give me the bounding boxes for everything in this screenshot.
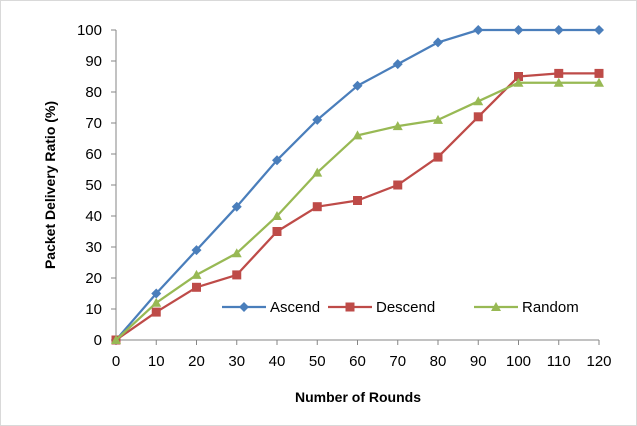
data-point-random <box>513 77 524 87</box>
data-point-ascend <box>513 25 524 35</box>
x-tick-label: 70 <box>389 353 406 370</box>
x-tick-label: 50 <box>309 353 326 370</box>
x-tick-label: 100 <box>506 353 531 370</box>
data-point-descend <box>473 112 483 122</box>
data-point-ascend <box>433 37 443 48</box>
data-point-random <box>553 77 564 87</box>
legend-label-random: Random <box>522 299 579 316</box>
data-point-ascend <box>272 155 282 166</box>
y-axis-title: Packet Delivery Ratio (%) <box>42 101 58 269</box>
data-point-descend <box>272 227 282 236</box>
x-tick-label: 90 <box>470 353 487 370</box>
y-tick-label: 100 <box>77 22 102 39</box>
data-point-descend <box>554 68 564 78</box>
y-tick-label: 10 <box>85 301 102 318</box>
data-point-random <box>151 297 162 307</box>
legend-marker-random <box>491 302 501 311</box>
data-point-descend <box>514 72 523 81</box>
data-point-descend <box>353 196 362 205</box>
x-axis-ticks: 0 10 20 30 40 50 60 70 80 90 100 110 120 <box>112 340 612 370</box>
legend-marker-descend <box>345 302 355 312</box>
legend: Ascend Descend Random <box>222 299 579 316</box>
x-tick-label: 80 <box>430 353 447 370</box>
y-tick-label: 80 <box>85 84 102 101</box>
legend-label-ascend: Ascend <box>270 299 320 316</box>
data-point-ascend <box>231 201 242 212</box>
data-point-descend <box>433 152 443 162</box>
data-point-ascend <box>352 80 363 91</box>
y-tick-label: 60 <box>85 146 102 163</box>
series-descend <box>111 68 604 345</box>
series-layer <box>111 25 604 345</box>
data-point-ascend <box>191 245 202 256</box>
x-tick-label: 20 <box>188 353 205 370</box>
y-tick-label: 50 <box>85 177 102 194</box>
y-tick-label: 90 <box>85 53 102 70</box>
data-point-random <box>111 335 121 344</box>
data-point-random <box>191 269 202 279</box>
data-point-descend <box>192 282 201 292</box>
data-point-random <box>352 130 363 140</box>
data-point-descend <box>594 68 604 78</box>
x-axis-title: Number of Rounds <box>295 389 421 405</box>
data-point-ascend <box>473 25 484 35</box>
x-tick-label: 110 <box>547 353 571 370</box>
x-tick-label: 40 <box>269 353 286 370</box>
data-point-ascend <box>151 288 162 299</box>
data-point-random <box>392 121 403 131</box>
x-tick-label: 0 <box>112 353 120 370</box>
data-point-random <box>473 96 484 106</box>
y-tick-label: 30 <box>85 239 102 256</box>
x-tick-label: 60 <box>349 353 366 370</box>
data-point-descend <box>312 202 322 212</box>
legend-label-descend: Descend <box>376 299 435 316</box>
data-point-ascend <box>553 25 564 35</box>
data-point-random <box>433 114 443 124</box>
y-axis-ticks: 0 10 20 30 40 50 60 70 80 90 100 <box>77 22 116 349</box>
series-random <box>111 77 604 344</box>
data-point-ascend <box>312 114 323 125</box>
data-point-random <box>272 211 282 220</box>
legend-item-random: Random <box>474 299 579 316</box>
legend-item-descend: Descend <box>328 299 435 316</box>
data-point-ascend <box>392 59 403 70</box>
data-point-random <box>312 167 323 177</box>
x-tick-label: 10 <box>148 353 165 370</box>
y-tick-label: 20 <box>85 270 102 287</box>
y-tick-label: 40 <box>85 208 102 225</box>
y-tick-label: 0 <box>94 332 102 349</box>
x-tick-label: 120 <box>586 353 611 370</box>
data-point-random <box>231 248 242 258</box>
legend-marker-ascend <box>239 302 249 312</box>
data-point-descend <box>232 270 242 280</box>
y-tick-label: 70 <box>85 115 102 132</box>
x-tick-label: 30 <box>228 353 245 370</box>
legend-item-ascend: Ascend <box>222 299 320 316</box>
data-point-random <box>594 77 604 87</box>
data-point-ascend <box>594 25 604 35</box>
data-point-descend <box>151 307 161 317</box>
data-point-descend <box>393 180 403 190</box>
